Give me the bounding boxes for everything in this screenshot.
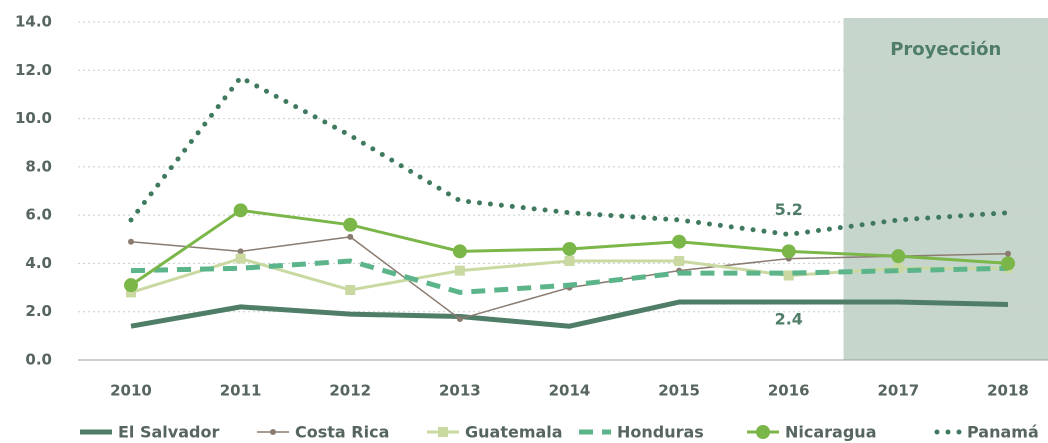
marker <box>452 244 467 259</box>
marker <box>893 263 904 274</box>
x-tick-label: 2014 <box>549 382 591 400</box>
legend-label: Guatemala <box>465 423 563 442</box>
marker <box>233 203 248 218</box>
series <box>130 258 1009 295</box>
marker <box>347 233 354 240</box>
legend-entry: Nicaragua <box>747 423 876 442</box>
marker <box>783 270 794 281</box>
legend-entry: Panamá <box>934 423 1039 442</box>
marker <box>345 284 356 295</box>
x-tick-label: 2018 <box>987 382 1029 400</box>
x-tick-label: 2013 <box>439 382 481 400</box>
series: 2.4 <box>130 299 1009 329</box>
series-line <box>128 75 1011 237</box>
marker <box>781 244 796 259</box>
data-label: 5.2 <box>775 200 803 219</box>
marker <box>438 427 448 437</box>
projection-label: Proyección <box>890 39 1001 60</box>
x-tick-label: 2017 <box>878 382 920 400</box>
x-tick-label: 2016 <box>768 382 810 400</box>
marker <box>756 425 770 439</box>
marker <box>562 241 577 256</box>
y-tick-label: 8.0 <box>25 157 52 175</box>
legend-entry: El Salvador <box>80 423 219 442</box>
legend-label: Nicaragua <box>785 423 876 442</box>
series-line <box>130 258 1009 295</box>
marker <box>456 315 463 322</box>
y-tick-label: 4.0 <box>25 254 52 272</box>
y-tick-label: 12.0 <box>15 61 52 79</box>
legend-entry: Guatemala <box>427 423 563 442</box>
y-tick-label: 10.0 <box>15 109 52 127</box>
series: 5.2 <box>128 75 1011 237</box>
series <box>124 203 1015 293</box>
legend-label: Panamá <box>967 423 1039 442</box>
marker <box>672 234 687 249</box>
legend-label: Honduras <box>617 423 704 442</box>
legend-label: Costa Rica <box>295 423 389 442</box>
x-tick-label: 2015 <box>658 382 700 400</box>
marker <box>237 248 244 255</box>
marker <box>1005 250 1011 257</box>
marker <box>126 287 136 298</box>
y-tick-label: 6.0 <box>25 206 52 224</box>
marker <box>235 253 246 264</box>
marker <box>128 238 134 245</box>
marker <box>270 429 276 435</box>
x-tick-label: 2010 <box>110 382 152 400</box>
series-line <box>130 299 1009 329</box>
projection-region <box>843 18 1048 360</box>
x-tick-label: 2011 <box>220 382 262 400</box>
x-tick-label: 2012 <box>329 382 371 400</box>
legend-entry: Costa Rica <box>257 423 389 442</box>
marker <box>674 256 685 267</box>
marker <box>891 249 906 264</box>
marker <box>124 278 138 293</box>
marker <box>343 217 358 232</box>
y-tick-label: 2.0 <box>25 302 52 320</box>
y-tick-label: 0.0 <box>25 351 52 369</box>
marker <box>1001 256 1015 271</box>
legend-entry: Honduras <box>579 423 704 442</box>
data-label: 2.4 <box>775 310 803 329</box>
legend-label: El Salvador <box>118 423 219 442</box>
y-tick-label: 14.0 <box>15 13 52 31</box>
marker <box>564 256 575 267</box>
marker <box>454 265 465 276</box>
